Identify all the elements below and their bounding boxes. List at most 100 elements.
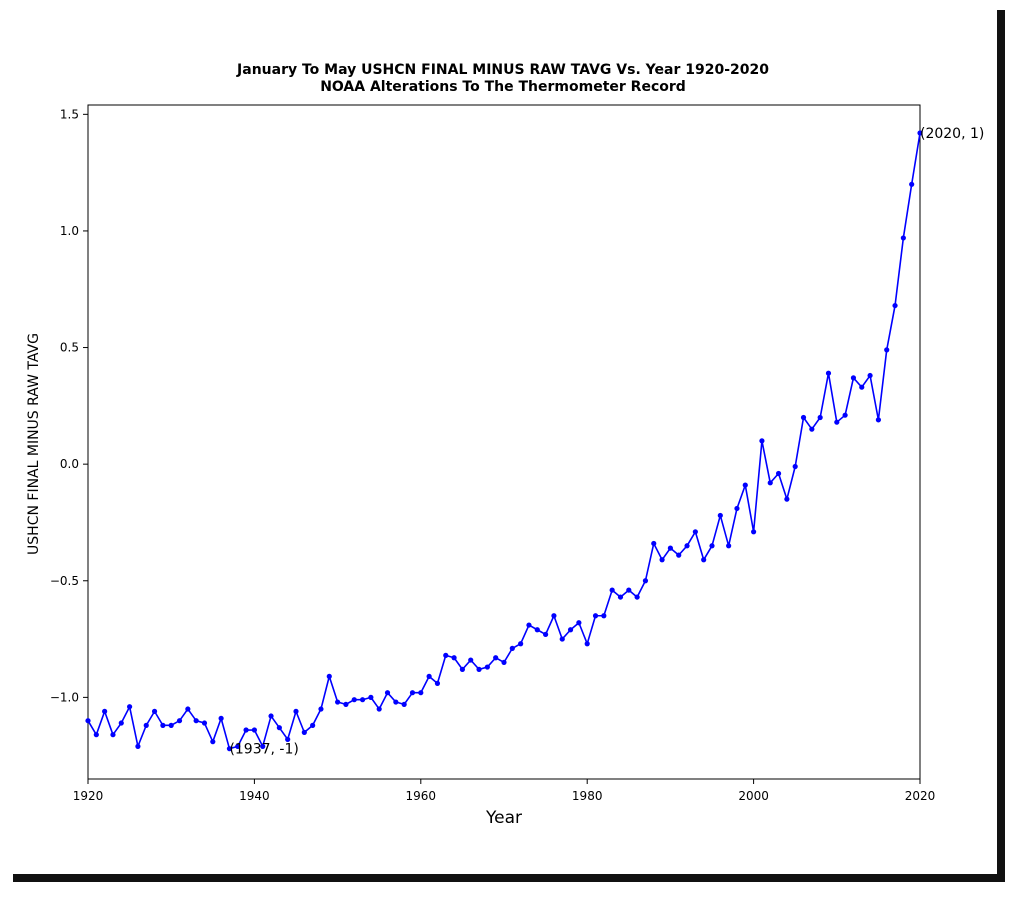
data-point bbox=[484, 664, 490, 670]
y-tick-label: 0.0 bbox=[60, 457, 79, 471]
data-point bbox=[418, 690, 424, 696]
data-point bbox=[285, 736, 291, 742]
data-point bbox=[759, 438, 765, 444]
data-point bbox=[676, 552, 682, 558]
data-point bbox=[609, 587, 615, 593]
y-tick-label: 0.5 bbox=[60, 341, 79, 355]
data-point bbox=[634, 594, 640, 600]
data-point bbox=[592, 613, 599, 619]
data-point bbox=[576, 620, 582, 626]
data-point bbox=[884, 347, 890, 353]
data-point bbox=[734, 505, 740, 512]
data-point bbox=[426, 673, 432, 679]
data-point bbox=[118, 720, 124, 726]
data-point bbox=[518, 641, 524, 647]
x-tick-label: 2020 bbox=[905, 789, 936, 803]
data-point bbox=[376, 706, 382, 712]
data-point bbox=[567, 627, 574, 633]
data-point bbox=[176, 718, 183, 724]
x-tick-label: 1920 bbox=[73, 789, 104, 803]
data-point bbox=[351, 697, 357, 703]
annotation-label: (1937, -1) bbox=[229, 742, 298, 758]
data-point bbox=[825, 370, 832, 376]
data-point bbox=[451, 655, 457, 661]
data-point bbox=[626, 587, 632, 593]
y-axis-label: USHCN FINAL MINUS RAW TAVG bbox=[26, 333, 42, 555]
data-point bbox=[800, 414, 807, 421]
data-point bbox=[293, 708, 299, 714]
data-point bbox=[751, 529, 757, 535]
data-point bbox=[601, 613, 607, 619]
data-point bbox=[301, 729, 307, 735]
data-point bbox=[726, 543, 732, 549]
y-tick-label: −1.0 bbox=[50, 690, 79, 704]
data-point bbox=[468, 657, 474, 663]
data-point bbox=[268, 713, 274, 719]
data-point bbox=[526, 622, 532, 628]
data-point bbox=[310, 722, 316, 728]
data-point bbox=[218, 715, 224, 721]
data-point bbox=[842, 412, 848, 418]
data-point bbox=[859, 384, 865, 390]
data-point bbox=[642, 578, 649, 584]
data-point bbox=[509, 645, 515, 651]
data-point bbox=[393, 699, 399, 705]
data-point bbox=[110, 732, 116, 738]
chart-subtitle: NOAA Alterations To The Thermometer Reco… bbox=[320, 79, 686, 95]
x-tick-label: 2000 bbox=[738, 789, 769, 803]
data-point bbox=[701, 557, 707, 563]
x-tick-label: 1960 bbox=[406, 789, 437, 803]
data-point bbox=[651, 540, 657, 547]
y-tick-label: 1.0 bbox=[60, 224, 79, 238]
data-point bbox=[584, 641, 590, 647]
data-point bbox=[775, 470, 782, 477]
data-point bbox=[318, 706, 324, 712]
data-point bbox=[193, 718, 199, 724]
data-point bbox=[742, 482, 748, 488]
annotation-label: (2020, 1) bbox=[920, 126, 984, 142]
data-point bbox=[667, 545, 674, 551]
data-point bbox=[243, 727, 249, 733]
data-point bbox=[135, 743, 141, 749]
data-point bbox=[384, 690, 391, 696]
data-point bbox=[434, 680, 441, 686]
data-point bbox=[93, 732, 99, 738]
data-point bbox=[909, 181, 915, 187]
data-point bbox=[276, 725, 282, 731]
data-point bbox=[892, 302, 898, 309]
data-point bbox=[260, 743, 266, 749]
plot-area: 1920 1940 1960 1980 2000 2020 −1.0 −0.5 0.0 0.5 1.… bbox=[50, 104, 984, 803]
data-point bbox=[659, 557, 665, 563]
data-point bbox=[534, 627, 540, 633]
data-point bbox=[559, 636, 565, 642]
data-point bbox=[709, 543, 715, 549]
y-tick-label: −0.5 bbox=[50, 574, 79, 588]
data-point bbox=[168, 722, 174, 728]
x-axis-label: Year bbox=[485, 808, 522, 828]
data-point bbox=[201, 720, 208, 726]
data-point bbox=[102, 708, 108, 714]
data-point bbox=[493, 655, 499, 661]
data-point bbox=[443, 652, 449, 658]
data-point bbox=[917, 130, 923, 136]
data-point bbox=[834, 419, 840, 425]
data-point bbox=[476, 666, 482, 672]
data-point bbox=[143, 722, 149, 728]
data-point bbox=[684, 543, 690, 549]
data-point bbox=[900, 235, 906, 241]
data-point bbox=[251, 727, 257, 733]
data-point bbox=[326, 673, 332, 679]
data-point bbox=[867, 372, 873, 379]
data-point bbox=[543, 631, 549, 638]
data-point bbox=[160, 722, 166, 728]
data-point bbox=[85, 718, 91, 724]
x-tick-label: 1980 bbox=[572, 789, 603, 803]
data-point bbox=[210, 739, 216, 745]
data-point bbox=[784, 496, 790, 502]
data-point bbox=[151, 708, 158, 714]
y-tick-label: 1.5 bbox=[60, 107, 79, 121]
data-point bbox=[809, 426, 815, 432]
data-point bbox=[359, 697, 366, 703]
data-point bbox=[401, 701, 407, 707]
